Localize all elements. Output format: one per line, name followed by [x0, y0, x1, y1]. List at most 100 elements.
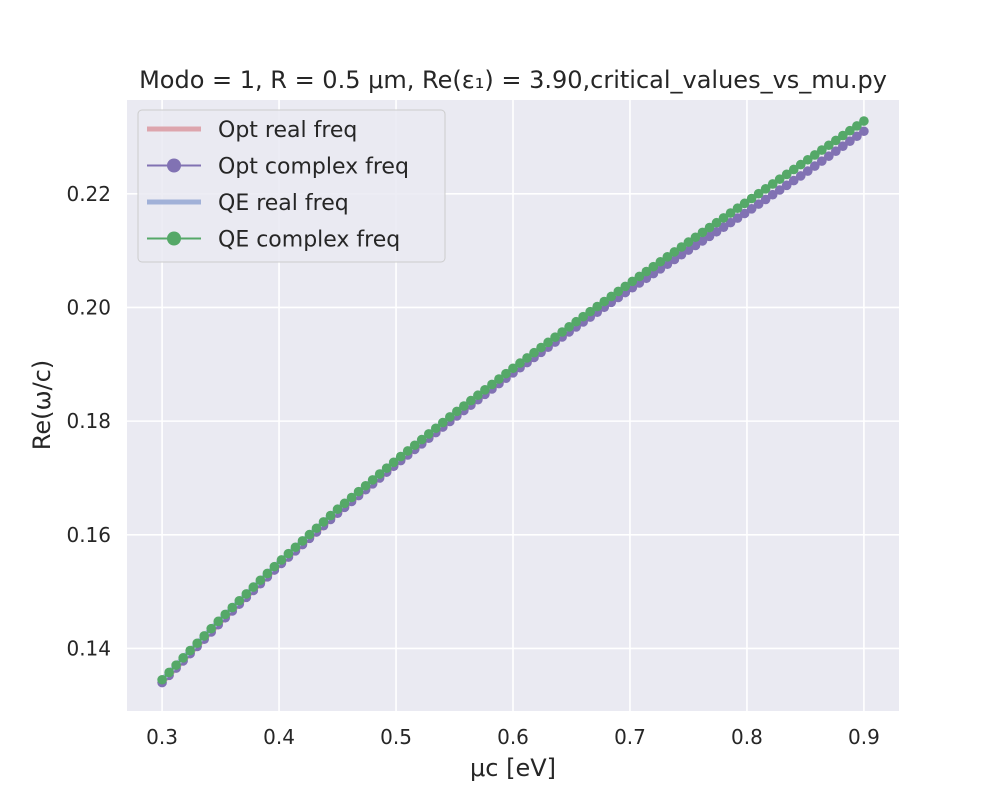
- data-point: [760, 194, 771, 205]
- data-point: [402, 446, 413, 456]
- data-point: [557, 327, 567, 337]
- data-point: [739, 208, 750, 219]
- data-point: [269, 561, 280, 572]
- data-point: [845, 136, 855, 147]
- x-tick-label: 0.6: [497, 725, 529, 749]
- data-point: [824, 140, 834, 151]
- data-point: [655, 256, 666, 267]
- data-point: [487, 379, 497, 390]
- data-point: [852, 121, 862, 131]
- y-tick-label: 0.18: [66, 409, 111, 433]
- legend-label: Opt real freq: [218, 118, 357, 143]
- data-point: [788, 164, 799, 175]
- data-point: [494, 374, 504, 384]
- data-point: [388, 457, 399, 468]
- data-point: [802, 154, 813, 165]
- y-tick-labels: 0.14 0.16 0.18 0.20 0.22: [66, 182, 111, 661]
- data-point: [838, 141, 848, 151]
- data-point: [353, 486, 364, 497]
- data-point: [381, 463, 392, 473]
- x-tick-label: 0.4: [263, 725, 295, 749]
- y-tick-label: 0.20: [66, 295, 111, 319]
- data-point: [831, 146, 841, 156]
- data-point: [697, 227, 708, 238]
- data-point: [438, 417, 448, 428]
- data-point: [781, 180, 792, 191]
- data-point: [473, 390, 483, 401]
- data-point: [718, 213, 729, 223]
- data-point: [809, 161, 820, 171]
- data-point: [459, 401, 469, 411]
- data-point: [374, 469, 385, 479]
- data-point: [648, 261, 659, 272]
- data-point: [795, 171, 806, 181]
- data-point: [318, 517, 329, 527]
- data-point: [213, 616, 224, 627]
- data-point: [431, 423, 441, 434]
- x-tick-label: 0.5: [380, 725, 412, 749]
- data-point: [676, 242, 687, 252]
- chart-title: Modo = 1, R = 0.5 μm, Re(ε₁) = 3.90,crit…: [139, 66, 887, 94]
- data-point: [508, 363, 518, 374]
- legend-label: Opt complex freq: [218, 155, 409, 180]
- data-point: [753, 199, 764, 209]
- data-point: [662, 252, 673, 262]
- data-point: [859, 126, 869, 137]
- data-point: [838, 130, 848, 141]
- data-point: [774, 185, 785, 195]
- data-point: [276, 555, 287, 565]
- data-point: [423, 429, 434, 439]
- data-point: [669, 247, 680, 257]
- data-point: [171, 660, 181, 670]
- data-point: [613, 286, 624, 297]
- data-point: [746, 204, 757, 214]
- legend-entry: QE complex freq: [147, 228, 400, 253]
- data-point: [220, 609, 231, 620]
- legend: Opt real freq Opt complex freq QE real fre…: [137, 109, 446, 263]
- legend-entries: Opt real freq Opt complex freq QE real fre…: [147, 118, 409, 253]
- data-point: [809, 150, 820, 160]
- data-point: [395, 451, 406, 462]
- data-point: [157, 674, 167, 685]
- data-point: [192, 638, 202, 649]
- legend-marker: [167, 231, 181, 246]
- data-point: [339, 498, 350, 509]
- data-point: [522, 353, 532, 363]
- data-point: [346, 492, 357, 503]
- legend-entry: Opt complex freq: [147, 155, 409, 180]
- data-point: [817, 145, 827, 155]
- data-point: [802, 166, 813, 176]
- data-point: [466, 395, 476, 406]
- data-point: [725, 217, 736, 228]
- legend-label: QE real freq: [218, 191, 349, 216]
- series-layer: [157, 116, 869, 688]
- data-point: [831, 135, 841, 146]
- data-point: [732, 213, 743, 223]
- x-tick-labels: 0.3 0.4 0.5 0.6 0.7 0.8 0.9: [146, 725, 880, 749]
- data-point: [164, 667, 174, 678]
- data-point: [297, 536, 308, 546]
- data-point: [536, 342, 546, 353]
- data-point: [845, 125, 855, 136]
- data-point: [824, 151, 834, 161]
- data-point: [578, 311, 588, 322]
- data-point: [262, 568, 273, 579]
- data-point: [859, 116, 869, 126]
- data-point: [774, 174, 785, 184]
- data-point: [290, 542, 301, 553]
- y-axis-label: Re(ω/c): [28, 360, 56, 450]
- data-point: [234, 595, 245, 606]
- data-point: [606, 291, 617, 302]
- data-point: [227, 602, 238, 613]
- data-point: [690, 232, 701, 243]
- data-point: [634, 271, 645, 282]
- series-4: [157, 116, 869, 685]
- data-point: [304, 529, 315, 540]
- data-point: [178, 653, 188, 663]
- data-point: [718, 222, 729, 232]
- legend-entry: Opt real freq: [147, 118, 357, 143]
- data-point: [725, 208, 736, 218]
- data-point: [817, 156, 827, 166]
